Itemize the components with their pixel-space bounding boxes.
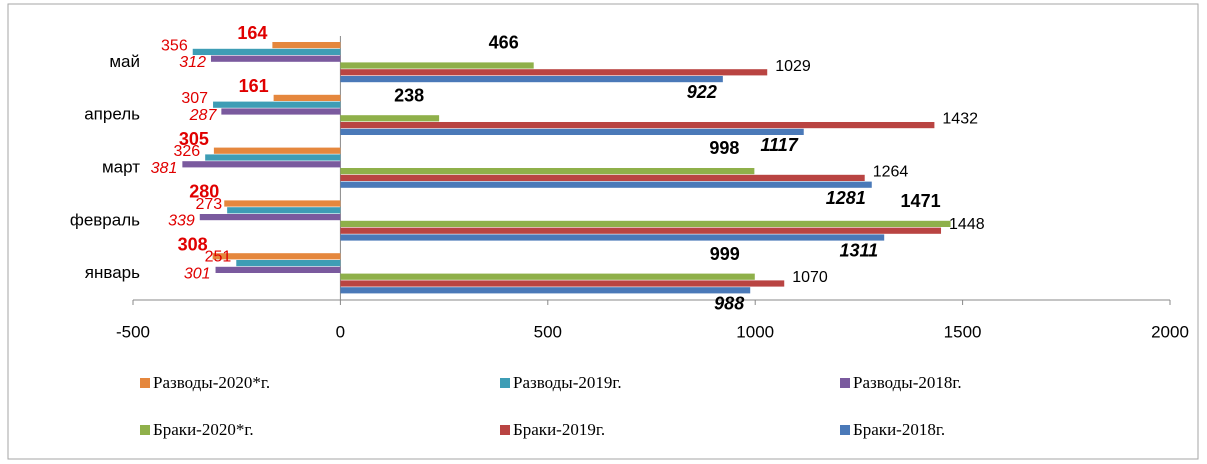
data-label: 280 — [189, 182, 219, 202]
bar — [340, 181, 872, 188]
bar — [340, 69, 768, 76]
data-label: 307 — [181, 90, 208, 107]
y-tick-label: март — [102, 157, 140, 176]
legend-label: Разводы-2020*г. — [153, 373, 270, 392]
legend-swatch — [840, 378, 850, 388]
data-label: 381 — [151, 160, 178, 177]
legend-swatch — [840, 425, 850, 435]
data-label: 326 — [173, 143, 200, 160]
data-label: 312 — [179, 54, 206, 71]
data-label: 1471 — [901, 191, 941, 211]
bar — [340, 76, 723, 83]
bar — [210, 55, 341, 62]
data-label: 922 — [687, 82, 717, 102]
data-label: 1432 — [942, 111, 978, 128]
legend-label: Разводы-2019г. — [513, 373, 622, 392]
data-label: 1448 — [949, 216, 985, 233]
legend-swatch — [140, 425, 150, 435]
bar — [340, 174, 865, 181]
data-label: 1117 — [760, 135, 798, 155]
x-tick-label: -500 — [116, 322, 150, 341]
bar — [224, 200, 341, 207]
data-label: 273 — [195, 196, 222, 213]
data-label: 238 — [394, 85, 424, 105]
bar — [340, 122, 935, 129]
data-label: 308 — [178, 234, 208, 254]
data-label: 1029 — [775, 58, 811, 75]
data-label: 466 — [489, 33, 519, 53]
legend-swatch — [500, 378, 510, 388]
bar — [221, 108, 341, 115]
bar — [215, 266, 341, 273]
data-label: 356 — [161, 37, 188, 54]
data-label: 305 — [179, 129, 209, 149]
bar — [236, 260, 341, 267]
bar — [213, 101, 341, 108]
bar — [212, 253, 341, 260]
y-tick-label: май — [109, 52, 140, 71]
bar — [340, 168, 755, 175]
data-label: 998 — [709, 138, 739, 158]
y-tick-label: январь — [85, 263, 140, 282]
data-label: 1281 — [826, 188, 866, 208]
y-tick-label: февраль — [70, 210, 140, 229]
bar — [227, 207, 341, 214]
bar — [340, 273, 755, 280]
legend-swatch — [140, 378, 150, 388]
data-label: 988 — [714, 293, 744, 313]
legend-label: Браки-2019г. — [513, 420, 605, 439]
data-label: 301 — [184, 265, 211, 282]
data-label: 161 — [239, 76, 269, 96]
x-tick-label: 1000 — [736, 322, 774, 341]
bar — [340, 220, 951, 227]
bar — [340, 128, 804, 135]
x-tick-label: 1500 — [944, 322, 982, 341]
y-tick-label: апрель — [84, 105, 140, 124]
bar — [199, 214, 341, 221]
data-label: 1311 — [839, 241, 878, 261]
bar — [340, 287, 751, 294]
data-label: 1264 — [873, 163, 909, 180]
data-label: 999 — [710, 244, 740, 264]
bar — [340, 280, 785, 287]
bar — [340, 115, 440, 122]
bar — [182, 161, 341, 168]
x-tick-label: 500 — [534, 322, 562, 341]
x-tick-label: 2000 — [1151, 322, 1189, 341]
legend-label: Браки-2018г. — [853, 420, 945, 439]
data-label: 339 — [168, 213, 195, 230]
data-label: 287 — [189, 107, 218, 124]
legend-swatch — [500, 425, 510, 435]
bar — [273, 94, 341, 101]
data-label: 1070 — [792, 269, 828, 286]
bar — [340, 62, 534, 69]
data-label: 251 — [205, 249, 232, 266]
bar — [192, 48, 341, 55]
bar — [205, 154, 341, 161]
legend-label: Браки-2020*г. — [153, 420, 254, 439]
x-tick-label: 0 — [336, 322, 345, 341]
data-label: 164 — [237, 23, 267, 43]
bar — [340, 227, 942, 234]
bar — [213, 147, 341, 154]
bar — [340, 234, 885, 241]
bar — [272, 42, 341, 49]
legend-label: Разводы-2018г. — [853, 373, 962, 392]
